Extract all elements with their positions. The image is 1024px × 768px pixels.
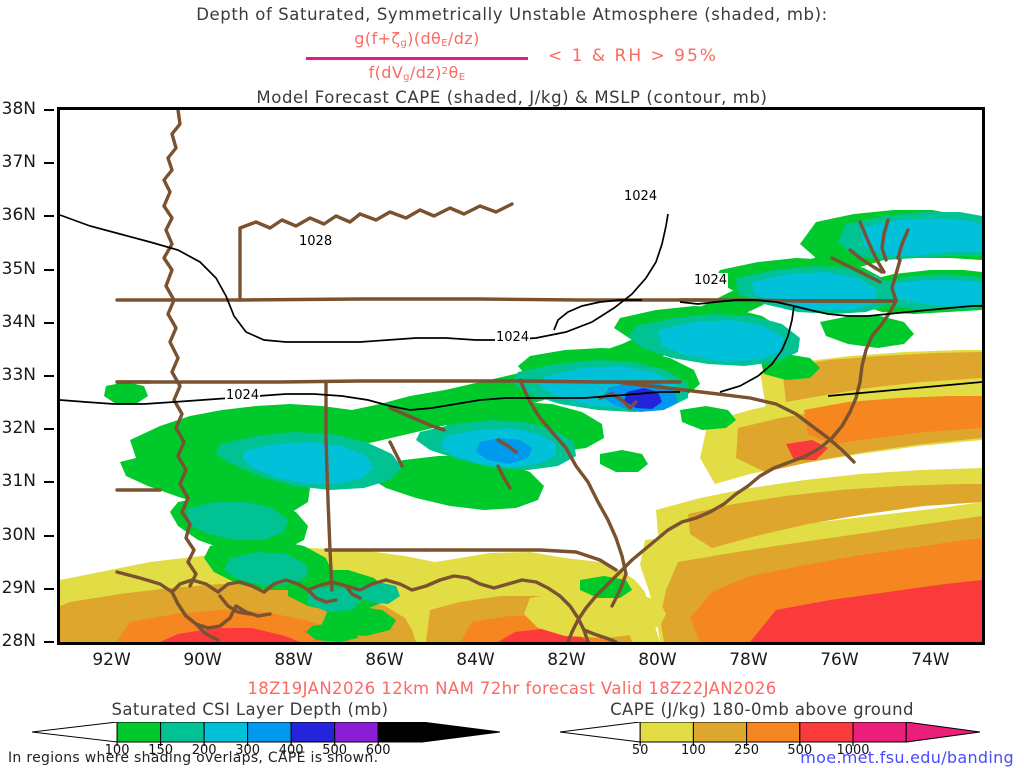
longitude-tick-label: 92W (92, 650, 131, 670)
latitude-tick-mark (44, 215, 54, 218)
longitude-tick-label: 78W (729, 650, 768, 670)
latitude-tick-mark (44, 641, 54, 643)
latitude-tick-label: 38N (1, 99, 36, 119)
colorbar-tick-label: 200 (191, 743, 217, 758)
equation-fraction-bar (306, 57, 528, 60)
map-plot-area[interactable]: 1028 1024 1024 1024 1024 (57, 107, 985, 645)
page-title: Depth of Saturated, Symmetrically Unstab… (196, 5, 828, 24)
colorbar-tick-label: 500 (322, 743, 348, 758)
latitude-tick-mark (44, 268, 54, 271)
colorbar-tick-label: 300 (235, 743, 261, 758)
contour-label: 1024 (693, 273, 729, 288)
colorbar-segment[interactable] (334, 721, 379, 743)
cb-csi-svg (31, 721, 501, 746)
longitude-tick-label: 86W (365, 650, 404, 670)
latitude-tick-label: 34N (1, 311, 36, 332)
latitude-tick-label: 31N (1, 471, 36, 492)
latitude-tick-mark (44, 587, 54, 590)
longitude-tick-label: 80W (638, 650, 677, 670)
colorbar-segment[interactable] (852, 721, 907, 743)
latitude-tick-label: 28N (1, 631, 36, 651)
colorbar-tick-label: 150 (148, 743, 173, 758)
criterion-equation: g(f+ζg)(dθE/dz) f(dVg/dz)2θE < 1 & RH > … (0, 28, 1024, 83)
colorbar-tick-label: 50 (631, 743, 649, 758)
latitude-tick-label: 30N (1, 524, 36, 545)
cape-colorbar-title: CAPE (J/kg) 180-0mb above ground (610, 700, 914, 719)
longitude-tick-label: 82W (547, 650, 586, 670)
colorbar-tick-label: 100 (104, 743, 130, 758)
csi-shading-layer (104, 210, 982, 642)
latitude-tick-mark (44, 534, 54, 537)
equation-numerator: g(f+ζg)(dθE/dz) (354, 29, 480, 49)
latitude-tick-mark (44, 428, 54, 431)
latitude-tick-mark (44, 375, 54, 377)
contour-label: 1024 (225, 388, 261, 403)
state-boundaries (115, 110, 910, 642)
source-url-link[interactable]: moe.met.fsu.edu/banding (800, 748, 1014, 767)
latitude-tick-mark (44, 481, 54, 484)
longitude-tick-label: 76W (820, 650, 859, 670)
latitude-tick-label: 29N (1, 577, 36, 598)
cape-colorbar[interactable]: 50 100 250 500 1000 (559, 721, 981, 758)
colorbar-segment[interactable] (377, 721, 423, 743)
colorbar-segment[interactable] (116, 721, 162, 743)
longitude-tick-label: 90W (183, 650, 222, 670)
latitude-tick-label: 32N (1, 418, 36, 439)
map-canvas (60, 110, 982, 642)
colorbar-segment[interactable] (247, 721, 292, 743)
mslp-contours (60, 213, 982, 411)
colorbar-tick-label: 600 (365, 743, 391, 758)
latitude-tick-mark (44, 162, 54, 165)
latitude-axis: 28N 29N 30N 31N 32N 33N 34N 35N 36N 37N 38N (0, 99, 54, 651)
latitude-tick-label: 36N (1, 205, 36, 226)
longitude-axis: 92W 90W 88W 86W 84W 82W 80W 78W 76W 74W (57, 645, 985, 675)
colorbar-segment[interactable] (290, 721, 336, 743)
colorbar-segment[interactable] (746, 721, 801, 743)
contour-label: 1028 (298, 234, 334, 249)
longitude-tick-label: 84W (456, 650, 495, 670)
equation-denominator: f(dVg/dz)2θE (368, 63, 466, 83)
latitude-tick-label: 37N (1, 152, 36, 173)
colorbar-under-arrow (31, 721, 118, 743)
page-subtitle: Model Forecast CAPE (shaded, J/kg) & MSL… (256, 88, 768, 107)
overlap-note: In regions where shading overlaps, CAPE … (8, 750, 379, 766)
colorbar-over-arrow (421, 721, 501, 743)
csi-colorbar[interactable]: 100 150 200 300 400 500 600 (31, 721, 501, 758)
cape-shading-layer (60, 350, 982, 642)
colorbar-segment[interactable] (639, 721, 694, 743)
colorbar-segment[interactable] (203, 721, 249, 743)
colorbar-segment[interactable] (692, 721, 748, 743)
colorbar-over-arrow (905, 721, 981, 743)
longitude-tick-label: 74W (911, 650, 950, 670)
colorbar-tick-label: 500 (787, 743, 813, 758)
colorbar-tick-label: 1000 (836, 743, 870, 758)
latitude-tick-label: 35N (1, 258, 36, 279)
colorbar-tick-label: 250 (734, 743, 759, 758)
latitude-tick-mark (44, 321, 54, 324)
colorbar-segment[interactable] (799, 721, 854, 743)
contour-label: 1024 (623, 189, 659, 204)
equation-fraction: g(f+ζg)(dθE/dz) f(dVg/dz)2θE (306, 28, 528, 89)
contour-label: 1024 (495, 330, 531, 345)
latitude-tick-mark (44, 109, 54, 111)
colorbar-tick-label: 100 (680, 743, 706, 758)
colorbar-segment[interactable] (160, 721, 205, 743)
csi-colorbar-title: Saturated CSI Layer Depth (mb) (111, 700, 389, 719)
colorbar-tick-label: 400 (278, 743, 304, 758)
equation-condition: < 1 & RH > 95% (548, 46, 718, 66)
colorbar-under-arrow (559, 721, 641, 743)
cb-cape-svg (559, 721, 981, 746)
latitude-tick-label: 33N (1, 365, 36, 385)
forecast-valid-line: 18Z19JAN2026 12km NAM 72hr forecast Vali… (247, 679, 777, 698)
longitude-tick-label: 88W (274, 650, 313, 670)
